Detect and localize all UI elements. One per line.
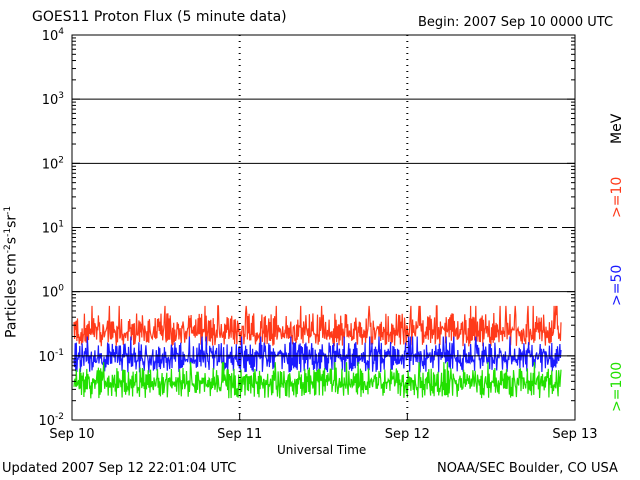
y-axis-label: Particles cm-2s-1sr-1	[3, 205, 20, 338]
y-tick-label: 10-2	[38, 412, 64, 429]
x-tick-label: Sep 11	[217, 427, 262, 442]
series-line-ge50	[73, 336, 562, 373]
y-tick-label: 103	[42, 91, 64, 108]
y-tick-label: 102	[42, 155, 64, 172]
legend-entry-ge100: >=100	[609, 361, 625, 412]
x-tick-label: Sep 10	[49, 427, 94, 442]
legend-unit: MeV	[609, 113, 625, 144]
chart-title: GOES11 Proton Flux (5 minute data)	[32, 9, 287, 25]
x-tick-label: Sep 12	[385, 427, 430, 442]
series-line-ge10	[73, 305, 562, 347]
y-tick-label: 10-1	[38, 348, 64, 365]
x-axis-label: Universal Time	[277, 443, 367, 457]
series-line-ge100	[73, 362, 562, 399]
y-tick-label: 104	[42, 27, 65, 44]
y-tick-label: 101	[42, 220, 64, 237]
y-tick-label: 100	[42, 284, 65, 301]
x-tick-label: Sep 13	[552, 427, 597, 442]
begin-time: Begin: 2007 Sep 10 0000 UTC	[418, 15, 614, 30]
legend-entry-ge50: >=50	[609, 264, 625, 306]
legend-entry-ge10: >=10	[609, 176, 625, 218]
updated-time: Updated 2007 Sep 12 22:01:04 UTC	[2, 461, 237, 476]
credit: NOAA/SEC Boulder, CO USA	[437, 461, 618, 476]
